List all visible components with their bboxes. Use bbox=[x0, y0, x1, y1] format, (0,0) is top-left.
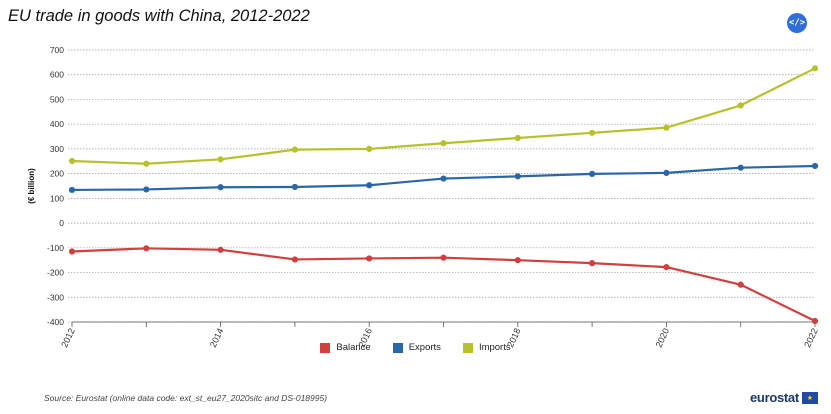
data-point-imports[interactable] bbox=[811, 65, 819, 72]
y-tick-label: -200 bbox=[47, 268, 64, 278]
data-point-balance[interactable] bbox=[514, 257, 521, 264]
data-point-imports[interactable] bbox=[366, 145, 373, 153]
data-point-exports[interactable] bbox=[737, 164, 744, 171]
embed-code-button[interactable]: </> bbox=[787, 13, 807, 33]
source-note: Source: Eurostat (online data code: ext_… bbox=[44, 393, 328, 403]
eurostat-logo: eurostat ★ bbox=[750, 390, 818, 405]
data-point-exports[interactable] bbox=[68, 186, 76, 194]
data-point-imports[interactable] bbox=[737, 102, 744, 109]
data-point-imports[interactable] bbox=[440, 140, 447, 147]
chart-title: EU trade in goods with China, 2012-2022 bbox=[8, 7, 310, 25]
y-tick-label: -300 bbox=[47, 292, 64, 302]
data-point-imports[interactable] bbox=[663, 124, 670, 131]
series-line-imports bbox=[71, 67, 816, 165]
data-point-balance[interactable] bbox=[440, 254, 447, 261]
data-point-balance[interactable] bbox=[217, 246, 224, 253]
data-point-imports[interactable] bbox=[217, 156, 224, 163]
legend-swatch bbox=[392, 342, 403, 353]
data-point-imports[interactable] bbox=[143, 160, 150, 167]
data-point-balance[interactable] bbox=[366, 255, 373, 262]
data-point-balance[interactable] bbox=[589, 260, 596, 267]
legend-swatch bbox=[320, 342, 331, 353]
y-tick-label: 700 bbox=[50, 45, 64, 55]
data-point-balance[interactable] bbox=[68, 248, 76, 255]
series-lines bbox=[68, 65, 819, 325]
eu-flag-icon: ★ bbox=[801, 391, 818, 404]
data-point-balance[interactable] bbox=[291, 256, 298, 263]
y-tick-label: 0 bbox=[59, 218, 64, 228]
legend-label: Exports bbox=[408, 342, 441, 353]
logo-text: eurostat bbox=[750, 390, 799, 405]
data-point-balance[interactable] bbox=[663, 264, 670, 271]
data-point-exports[interactable] bbox=[663, 169, 670, 176]
data-point-exports[interactable] bbox=[514, 173, 521, 180]
legend-item-balance[interactable]: Balance bbox=[320, 342, 371, 353]
y-axis-label: (€ billion) bbox=[27, 168, 36, 204]
data-point-exports[interactable] bbox=[589, 170, 596, 177]
y-tick-label: 500 bbox=[50, 94, 64, 104]
legend-item-imports[interactable]: Imports bbox=[462, 342, 511, 353]
legend-item-exports[interactable]: Exports bbox=[392, 342, 441, 353]
y-tick-label: 600 bbox=[50, 70, 64, 80]
data-point-exports[interactable] bbox=[217, 184, 224, 191]
gridlines bbox=[68, 49, 815, 323]
data-point-exports[interactable] bbox=[143, 186, 150, 193]
y-tick-label: 300 bbox=[50, 144, 64, 154]
data-point-balance[interactable] bbox=[811, 317, 819, 325]
legend-label: Balance bbox=[336, 342, 371, 353]
data-point-exports[interactable] bbox=[440, 175, 447, 182]
y-tick-label: 200 bbox=[50, 169, 64, 179]
chart-legend: Balance Exports Imports bbox=[0, 342, 831, 353]
data-point-imports[interactable] bbox=[514, 134, 521, 142]
data-point-exports[interactable] bbox=[811, 162, 819, 170]
data-point-imports[interactable] bbox=[589, 129, 596, 136]
data-point-imports[interactable] bbox=[68, 157, 76, 165]
y-tick-label: -400 bbox=[47, 317, 64, 327]
legend-swatch bbox=[462, 342, 473, 353]
y-axis-ticks: 700 600 500 400 300 200 100 0 -100 -200 -300 -400 bbox=[47, 45, 64, 327]
y-tick-label: -100 bbox=[47, 243, 64, 253]
data-point-balance[interactable] bbox=[737, 281, 744, 288]
y-tick-label: 400 bbox=[50, 119, 64, 129]
data-point-balance[interactable] bbox=[143, 245, 150, 252]
data-point-exports[interactable] bbox=[291, 183, 298, 191]
y-tick-label: 100 bbox=[50, 193, 64, 203]
data-point-exports[interactable] bbox=[366, 182, 373, 189]
data-point-imports[interactable] bbox=[291, 146, 298, 153]
legend-label: Imports bbox=[478, 342, 511, 353]
